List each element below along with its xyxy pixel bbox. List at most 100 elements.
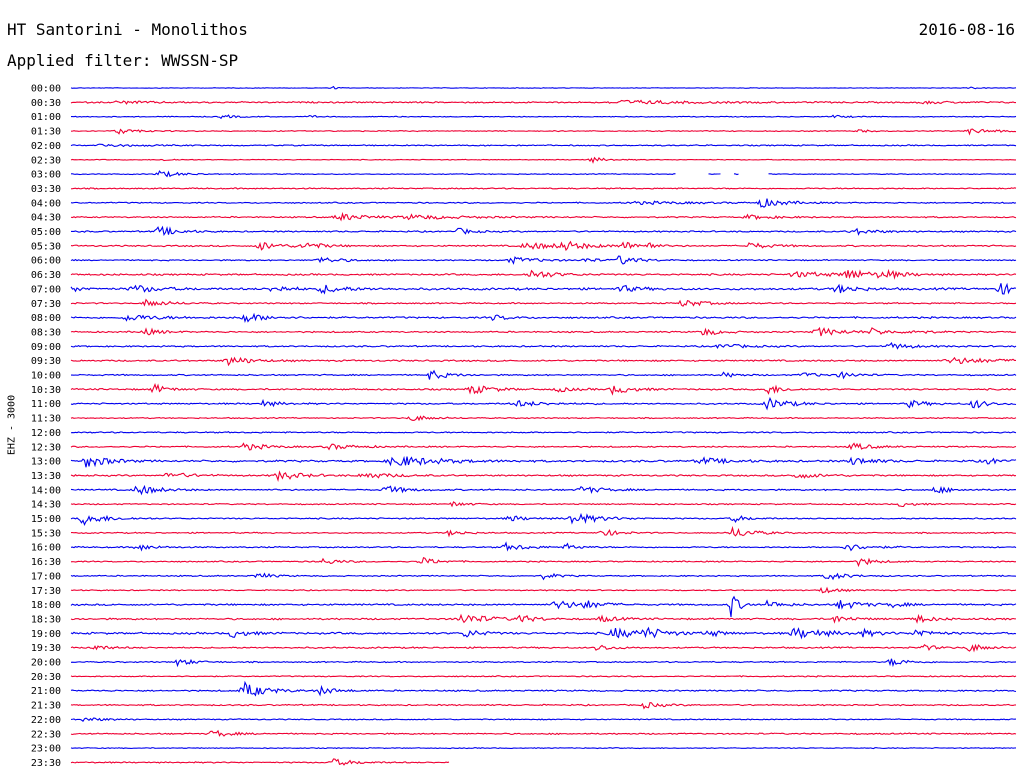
trace-line	[70, 85, 1017, 90]
trace-line	[70, 211, 1017, 222]
trace-line	[70, 396, 1017, 411]
trace-line	[70, 758, 450, 766]
trace-line	[70, 455, 1017, 468]
trace-line	[70, 187, 1017, 190]
row-time-label: 13:00	[31, 457, 61, 468]
row-time-label: 08:00	[31, 313, 61, 324]
trace-line	[70, 557, 1017, 568]
row-time-label: 05:00	[31, 227, 61, 238]
row-time-label: 09:00	[31, 342, 61, 353]
trace-line	[70, 431, 1017, 434]
trace-line	[70, 128, 1017, 136]
trace-line	[70, 442, 1017, 451]
trace-line	[70, 470, 1017, 483]
row-time-label: 09:30	[31, 356, 61, 367]
trace-line	[70, 382, 1017, 396]
row-time-label: 19:30	[31, 643, 61, 654]
trace-line	[70, 643, 1017, 653]
trace-line	[70, 501, 1017, 508]
trace-line	[70, 512, 1017, 526]
trace-line	[70, 658, 1017, 668]
row-time-label: 17:00	[31, 571, 61, 582]
row-time-label: 23:00	[31, 744, 61, 755]
trace-line	[70, 326, 1017, 337]
row-time-label: 04:30	[31, 213, 61, 224]
row-time-label: 04:00	[31, 198, 61, 209]
trace-line	[768, 173, 1017, 176]
row-time-label: 10:30	[31, 385, 61, 396]
row-time-label: 02:00	[31, 141, 61, 152]
row-time-label: 03:30	[31, 184, 61, 195]
trace-line	[70, 99, 1017, 105]
trace-line	[70, 143, 1017, 148]
trace-line	[70, 675, 1017, 678]
trace-line	[70, 680, 1017, 697]
row-time-label: 07:30	[31, 299, 61, 310]
row-time-label: 06:00	[31, 256, 61, 267]
trace-line	[70, 484, 1017, 496]
trace-line	[70, 312, 1017, 323]
trace-line	[70, 268, 1017, 280]
trace-line	[71, 114, 1017, 120]
row-time-label: 19:00	[31, 629, 61, 640]
row-time-label: 18:30	[31, 614, 61, 625]
trace-line	[70, 369, 1017, 380]
row-time-label: 21:00	[31, 686, 61, 697]
row-time-label: 13:30	[31, 471, 61, 482]
trace-line	[70, 156, 1017, 164]
trace-line	[70, 240, 1017, 252]
trace-line	[70, 298, 1017, 307]
trace-line	[70, 525, 1017, 538]
row-time-label: 16:00	[31, 543, 61, 554]
trace-line	[733, 173, 739, 176]
row-time-label: 00:30	[31, 98, 61, 109]
trace-line	[70, 572, 1017, 581]
record-date: 2016-08-16	[918, 20, 1015, 39]
row-time-label: 01:30	[31, 127, 61, 138]
row-time-label: 21:30	[31, 701, 61, 712]
trace-line	[70, 613, 1017, 624]
trace-line	[70, 586, 1017, 594]
row-time-label: 20:00	[31, 658, 61, 669]
row-time-label: 22:00	[31, 715, 61, 726]
row-time-label: 06:30	[31, 270, 61, 281]
row-time-label: 00:00	[31, 84, 61, 95]
row-time-label: 01:00	[31, 112, 61, 123]
row-time-label: 12:00	[31, 428, 61, 439]
row-time-label: 03:00	[31, 170, 61, 181]
row-time-label: 23:30	[31, 758, 61, 769]
row-time-label: 14:30	[31, 500, 61, 511]
trace-line	[70, 729, 1017, 737]
trace-line	[70, 198, 1017, 208]
row-time-label: 17:30	[31, 586, 61, 597]
row-time-label: 14:00	[31, 485, 61, 496]
row-time-label: 15:30	[31, 528, 61, 539]
row-time-label: 02:30	[31, 155, 61, 166]
row-time-label: 15:00	[31, 514, 61, 525]
row-time-label: 16:30	[31, 557, 61, 568]
row-time-label: 11:30	[31, 414, 61, 425]
row-time-label: 22:30	[31, 729, 61, 740]
trace-line	[70, 255, 1017, 265]
row-time-label: 18:00	[31, 600, 61, 611]
row-time-label: 20:30	[31, 672, 61, 683]
trace-line	[70, 282, 1017, 295]
trace-line	[70, 747, 1017, 750]
row-time-label: 08:30	[31, 327, 61, 338]
row-time-label: 10:00	[31, 371, 61, 382]
trace-line	[70, 356, 1017, 367]
trace-line	[70, 701, 1017, 710]
trace-line	[70, 415, 1017, 422]
trace-line	[70, 342, 1017, 350]
row-time-label: 07:00	[31, 284, 61, 295]
station-title: HT Santorini - Monolithos	[7, 20, 248, 39]
row-time-label: 05:30	[31, 241, 61, 252]
row-time-label: 12:30	[31, 442, 61, 453]
trace-line	[70, 717, 1017, 722]
trace-line	[70, 225, 1017, 237]
trace-line	[70, 626, 1017, 640]
trace-line	[70, 595, 1017, 617]
row-time-label: 11:00	[31, 399, 61, 410]
trace-line	[70, 541, 1017, 552]
